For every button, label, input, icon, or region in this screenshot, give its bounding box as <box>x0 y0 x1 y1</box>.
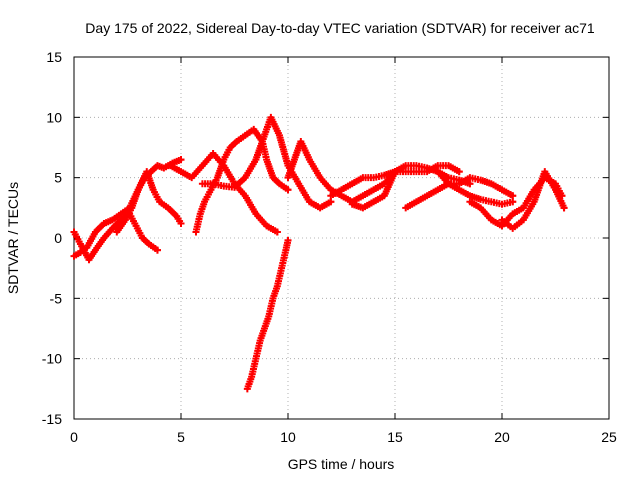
y-tick-label: 10 <box>46 109 62 125</box>
data-point <box>177 220 185 228</box>
series-track-g <box>243 236 292 393</box>
data-markers <box>70 113 568 393</box>
series-track-j <box>348 162 463 212</box>
data-point <box>560 204 568 212</box>
data-point <box>509 198 517 206</box>
data-point <box>284 186 292 194</box>
series-track-b <box>70 210 161 264</box>
chart-title: Day 175 of 2022, Sidereal Day-to-day VTE… <box>85 20 595 36</box>
grid <box>74 57 609 419</box>
y-tick-label: 0 <box>54 230 62 246</box>
data-point <box>273 228 281 236</box>
y-tick-label: 5 <box>54 170 62 186</box>
y-tick-label: -15 <box>42 411 62 427</box>
y-tick-label: -5 <box>50 290 63 306</box>
data-point <box>455 168 463 176</box>
y-axis-label: SDTVAR / TECUs <box>5 182 21 294</box>
tick-labels: 0 5 10 15 20 25 -15 -10 -5 0 5 10 15 <box>42 49 617 445</box>
data-point <box>466 180 474 188</box>
data-point <box>177 156 185 164</box>
x-tick-label: 0 <box>70 429 78 445</box>
data-point <box>509 192 517 200</box>
y-tick-label: 15 <box>46 49 62 65</box>
x-tick-label: 20 <box>494 429 510 445</box>
data-point <box>327 198 335 206</box>
x-tick-label: 15 <box>387 429 403 445</box>
y-tick-label: -10 <box>42 351 62 367</box>
series-track-k <box>402 174 517 212</box>
data-point <box>153 246 161 254</box>
x-tick-label: 5 <box>177 429 185 445</box>
x-tick-label: 10 <box>280 429 296 445</box>
data-point <box>284 236 292 244</box>
x-tick-label: 25 <box>601 429 617 445</box>
ticks <box>73 56 610 420</box>
series-track-l <box>434 168 517 208</box>
series-track-c <box>113 168 185 236</box>
x-axis-label: GPS time / hours <box>288 456 395 472</box>
series-track-n <box>498 168 568 232</box>
